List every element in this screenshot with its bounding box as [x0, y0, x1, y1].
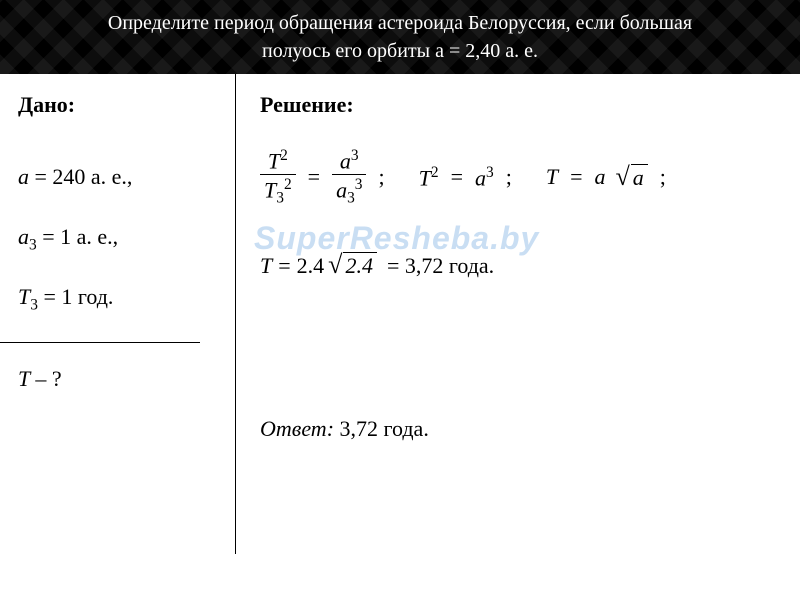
answer-line: Ответ: 3,72 года.: [260, 416, 429, 442]
problem-line-1: Определите период обращения астероида Бе…: [108, 12, 692, 34]
answer-value: 3,72 года.: [340, 416, 429, 441]
equals-3: =: [568, 164, 584, 190]
given-t3: T3 = 1 год.: [18, 284, 113, 314]
sqrt-a: √ a: [615, 164, 647, 191]
num-a3: a3: [336, 146, 363, 174]
sym-t3: T: [18, 284, 30, 309]
sym-a: a: [18, 164, 29, 189]
eq2-lhs: T2: [419, 164, 439, 191]
equals-2: =: [449, 164, 465, 190]
val-a3: = 1 а. е.,: [42, 224, 118, 249]
solution-body: Дано: Решение: a = 240 а. е., a3 = 1 а. …: [0, 74, 800, 600]
frac-a3-over-a33: a3 a33: [332, 146, 366, 208]
vertical-divider: [235, 74, 236, 554]
solution-label: Решение:: [260, 92, 354, 118]
equals-4: =: [276, 253, 292, 279]
val-t3: = 1 год.: [43, 284, 113, 309]
calc-result: = 3,72 года.: [387, 253, 494, 279]
calc-T: T: [260, 253, 272, 279]
sym-a3: a: [18, 224, 29, 249]
sym-T: T: [18, 366, 30, 391]
eq3-lhs: T: [546, 164, 558, 190]
equals-1: =: [306, 164, 322, 190]
sub-t3: 3: [30, 296, 38, 313]
eq3-rhs-a: a: [594, 164, 605, 190]
num-T2: T2: [264, 146, 292, 174]
radical-icon: √: [615, 164, 630, 190]
problem-header: Определите период обращения астероида Бе…: [0, 0, 800, 74]
val-a: = 240 а. е.,: [35, 164, 133, 189]
given-a3: a3 = 1 а. е.,: [18, 224, 118, 254]
find-T: T – ?: [18, 366, 62, 392]
find-q: – ?: [35, 366, 61, 391]
frac-T2-over-T32: T2 T32: [260, 146, 296, 208]
calc-coef: 2.4: [297, 253, 325, 279]
given-a: a = 240 а. е.,: [18, 164, 132, 190]
den-a33: a33: [332, 175, 366, 208]
horizontal-divider: [0, 342, 200, 343]
given-label: Дано:: [18, 92, 75, 118]
calculation-step: T = 2.4 √ 2.4 = 3,72 года.: [260, 252, 494, 279]
semicolon-2: ;: [504, 164, 514, 190]
problem-line-2: полуось его орбиты а = 2,40 а. е.: [262, 40, 538, 62]
kepler-law-step: T2 T32 = a3 a33 ; T2: [260, 146, 668, 208]
den-T32: T32: [260, 175, 296, 208]
radicand-2-4: 2.4: [343, 252, 377, 279]
radical-icon-2: √: [328, 252, 343, 278]
radicand-a: a: [631, 164, 648, 191]
semicolon-3: ;: [658, 164, 668, 190]
problem-statement: Определите период обращения астероида Бе…: [108, 9, 692, 65]
eq2-rhs: a3: [475, 164, 494, 191]
page: Определите период обращения астероида Бе…: [0, 0, 800, 600]
answer-label: Ответ:: [260, 416, 334, 441]
semicolon-1: ;: [376, 164, 386, 190]
sqrt-2-4: √ 2.4: [328, 252, 377, 279]
sub-a3: 3: [29, 236, 37, 253]
